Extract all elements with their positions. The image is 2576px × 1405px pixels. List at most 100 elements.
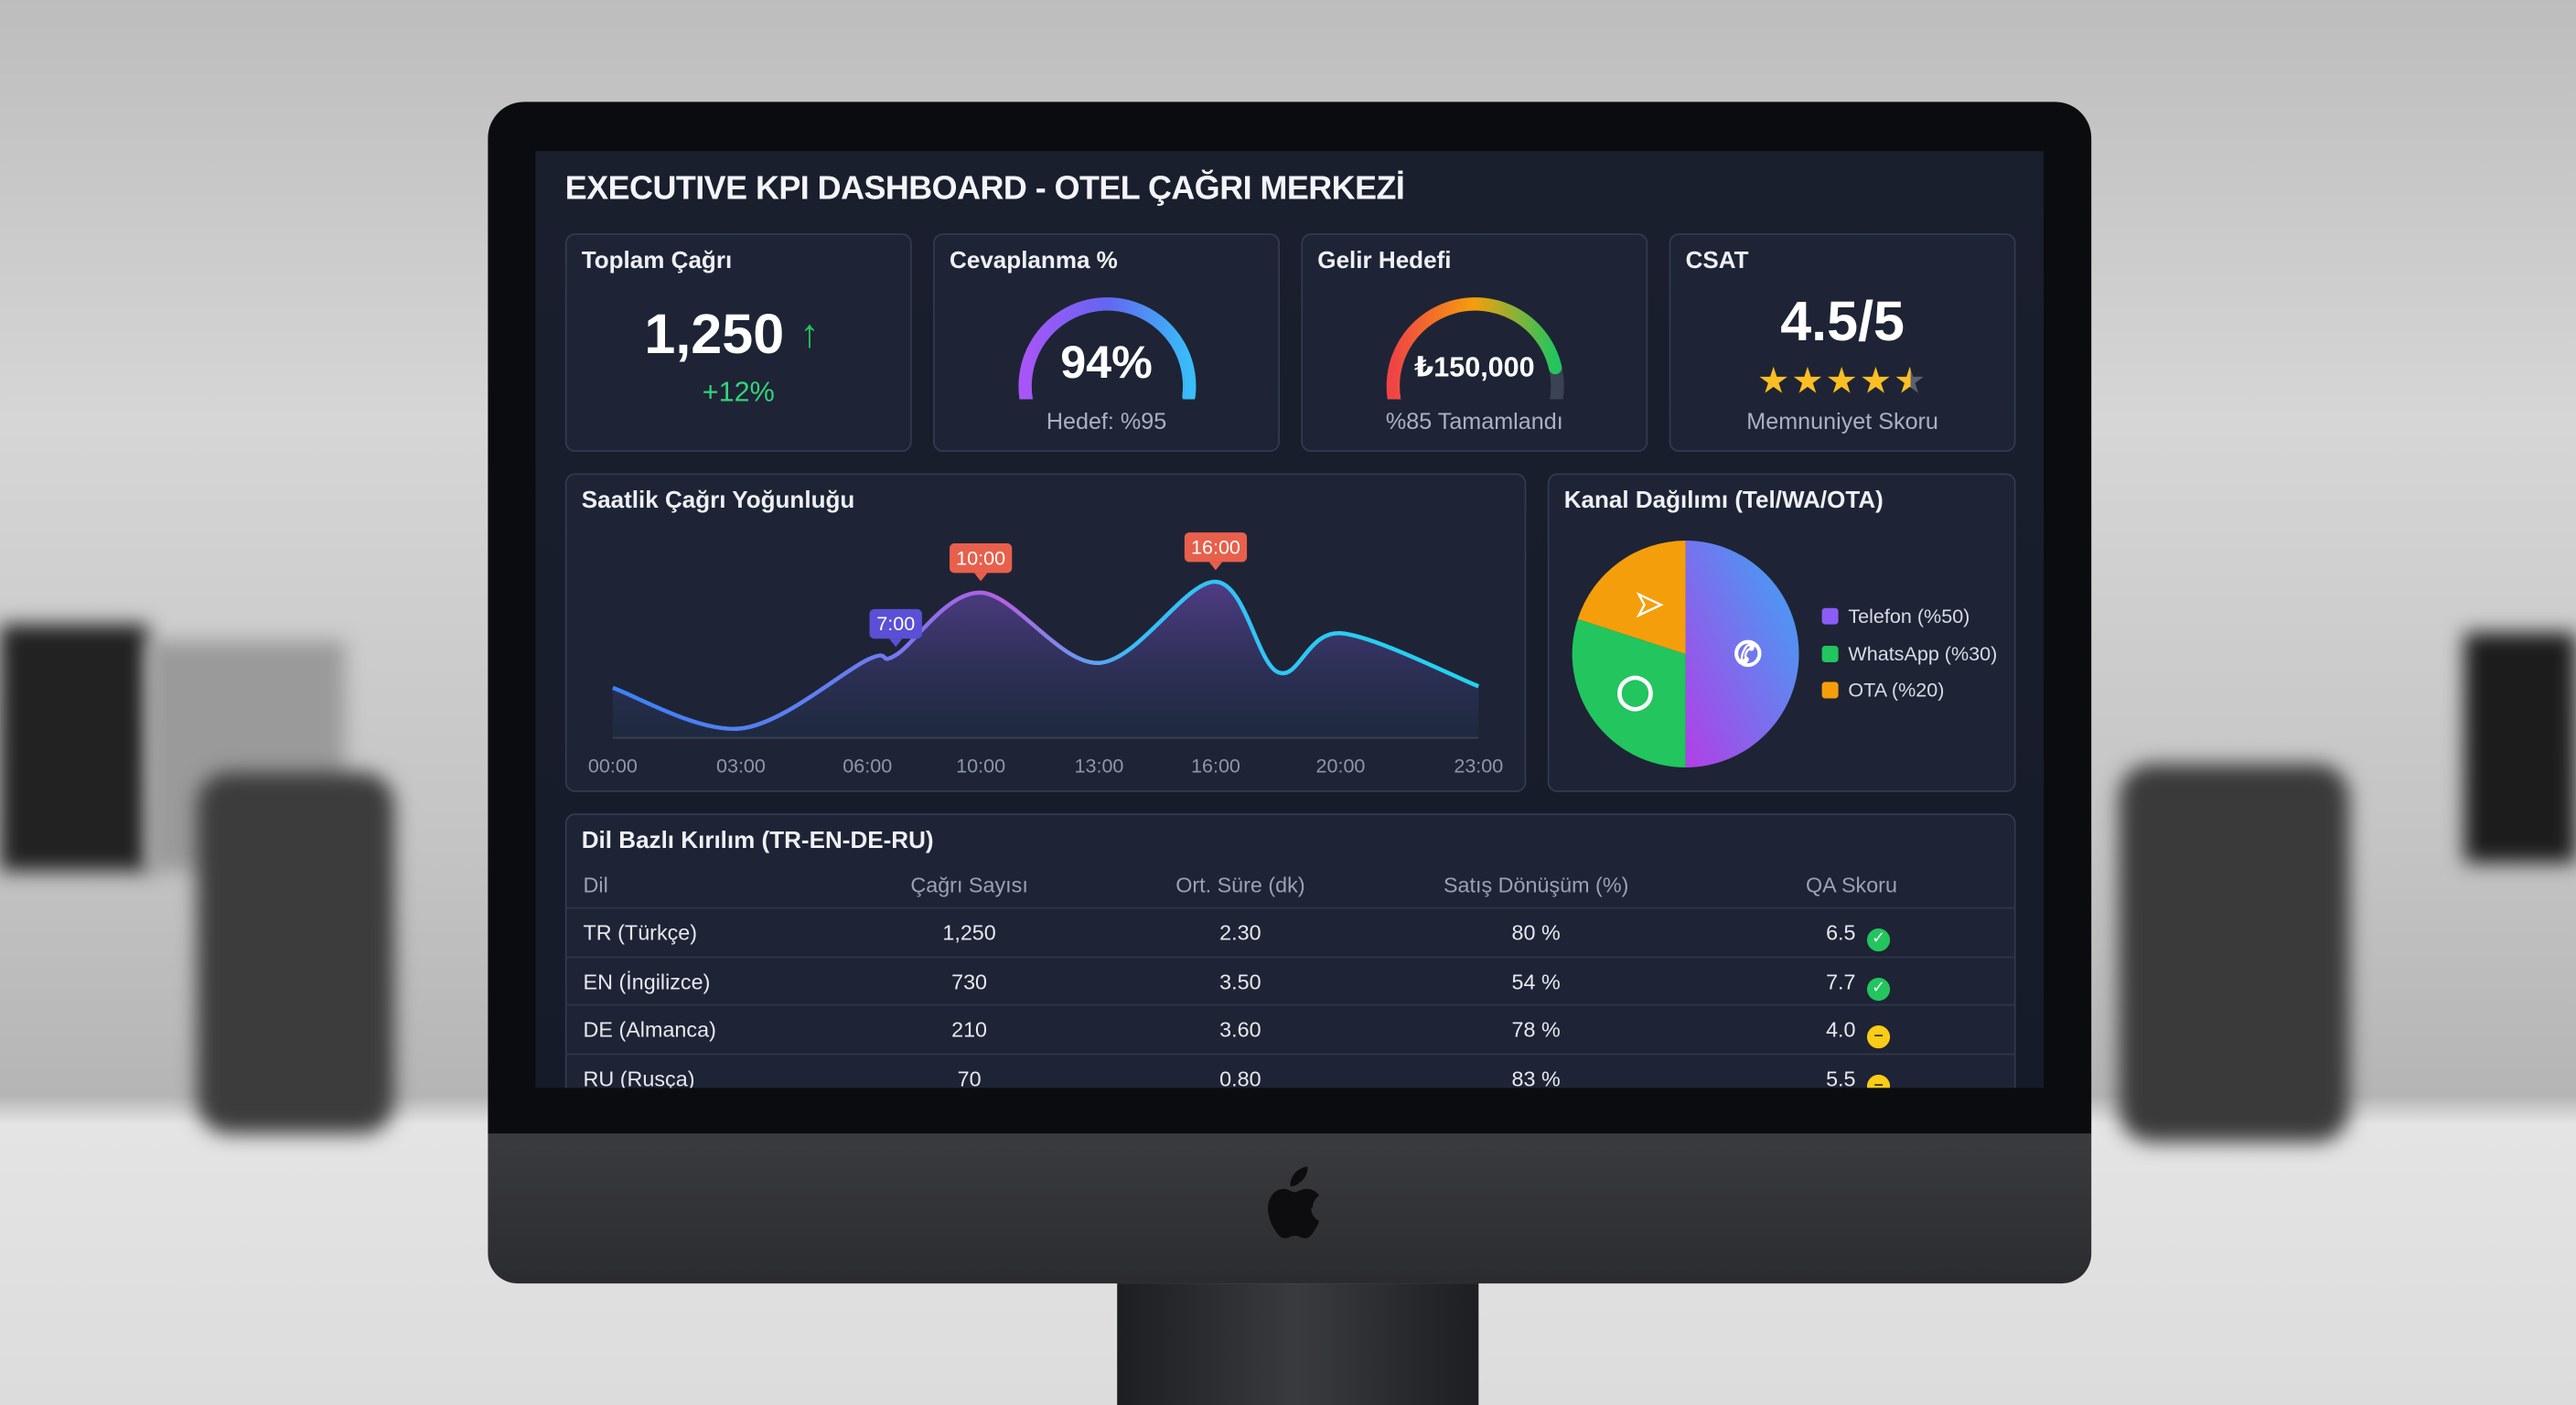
column-header: Çağrı Sayısı bbox=[910, 872, 1028, 897]
hourly-calls-chart: 00:00 03:00 06:00 10:00 13:00 16:00 20:00 23:00… bbox=[588, 532, 1503, 777]
total-calls-value: 1,250 bbox=[644, 304, 785, 367]
revenue-gauge bbox=[1386, 297, 1564, 400]
column-header: QA Skoru bbox=[1806, 872, 1897, 897]
background-chair bbox=[197, 772, 395, 1134]
cell-language: EN (İngilizce) bbox=[583, 969, 711, 993]
send-icon: ➤ bbox=[1635, 585, 1662, 622]
apple-logo-icon bbox=[1268, 1166, 1320, 1239]
target-text: Hedef: %95 bbox=[1046, 407, 1167, 434]
table-title: Dil Bazlı Kırılım (TR-EN-DE-RU) bbox=[581, 828, 934, 855]
cell-language: TR (Türkçe) bbox=[583, 920, 698, 945]
kpi-card-answer-rate: Cevaplanma % 94% Hedef: %95 bbox=[933, 233, 1281, 453]
minus-circle-icon: – bbox=[1867, 1025, 1891, 1049]
cell-avg-duration: 2.30 bbox=[1219, 920, 1261, 945]
legend-item-telefon: Telefon (%50) bbox=[1821, 605, 1970, 628]
annotation-label: 7:00 bbox=[876, 612, 915, 635]
channel-distribution-panel: Kanal Dağılımı (Tel/WA/OTA) ✆ ◯ ➤ Telefon … bbox=[1547, 473, 2016, 792]
annotation-label: 16:00 bbox=[1191, 535, 1240, 558]
star-full-icon: ★ bbox=[1859, 359, 1894, 402]
legend-swatch bbox=[1821, 646, 1839, 662]
cell-avg-duration: 3.50 bbox=[1219, 969, 1261, 993]
cell-avg-duration: 0.80 bbox=[1219, 1066, 1261, 1089]
star-full-icon: ★ bbox=[1825, 359, 1860, 402]
cell-language: DE (Almanca) bbox=[583, 1017, 716, 1042]
cell-qa-score: 5.5– bbox=[1826, 1066, 1891, 1089]
revenue-value: ₺150,000 bbox=[1414, 351, 1535, 383]
legend-swatch bbox=[1821, 681, 1839, 699]
column-header: Satış Dönüşüm (%) bbox=[1443, 872, 1629, 897]
qa-value: 7.7 bbox=[1826, 969, 1856, 993]
csat-caption: Memnuniyet Skoru bbox=[1746, 407, 1938, 434]
cell-language: RU (Rusça) bbox=[583, 1066, 695, 1089]
cell-calls: 70 bbox=[957, 1066, 982, 1089]
table-row: EN (İngilizce) 730 3.50 54 % 7.7 ✓ bbox=[566, 955, 2014, 1005]
check-circle-icon: ✓ bbox=[1867, 928, 1891, 952]
check-circle-icon: ✓ bbox=[1867, 977, 1891, 1001]
qa-value: 4.0 bbox=[1826, 1017, 1856, 1042]
answer-rate-value: 94% bbox=[1060, 337, 1153, 388]
minus-circle-icon: – bbox=[1867, 1074, 1891, 1089]
table-row: TR (Türkçe) 1,250 2.30 80 % 6.5 ✓ bbox=[566, 906, 2014, 957]
cell-conversion: 83 % bbox=[1511, 1066, 1561, 1089]
annotation-bubble bbox=[950, 543, 1013, 574]
whatsapp-icon: ◯ bbox=[1616, 672, 1653, 711]
annotation-label: 10:00 bbox=[956, 546, 1005, 569]
annotation-16:00: 16:00 bbox=[1184, 532, 1248, 571]
cell-qa-score: 7.7 ✓ bbox=[1826, 969, 1891, 1001]
channel-pie-chart: ✆ ◯ ➤ bbox=[1572, 541, 1799, 767]
pie-slice-telefon bbox=[1685, 541, 1799, 767]
csat-value: 4.5/5 bbox=[1780, 290, 1905, 354]
background-chair bbox=[2119, 764, 2350, 1142]
answer-rate-gauge bbox=[1018, 297, 1197, 400]
legend-item-ota: OTA (%20) bbox=[1821, 679, 1944, 702]
background-monitor bbox=[0, 624, 148, 872]
pie-slice-ota bbox=[1577, 541, 1686, 655]
column-header: Ort. Süre (dk) bbox=[1175, 872, 1305, 897]
x-tick-label: 23:00 bbox=[1454, 754, 1503, 777]
annotation-bubble bbox=[1184, 532, 1248, 563]
annotation-pointer bbox=[889, 638, 903, 648]
cell-conversion: 54 % bbox=[1511, 969, 1561, 993]
cell-calls: 1,250 bbox=[942, 920, 996, 945]
monitor-stand bbox=[1117, 1283, 1479, 1405]
chart-title: Saatlik Çağrı Yoğunluğu bbox=[581, 488, 855, 515]
star-rating: ★★★★★ bbox=[1670, 359, 2013, 402]
legend-swatch bbox=[1821, 607, 1839, 625]
x-tick-label: 03:00 bbox=[716, 754, 766, 777]
star-full-icon: ★ bbox=[1756, 359, 1792, 402]
pie-slice-whatsapp bbox=[1572, 618, 1686, 767]
card-title: CSAT bbox=[1685, 248, 1749, 275]
qa-value: 5.5 bbox=[1826, 1066, 1856, 1089]
star-half-icon: ★ bbox=[1893, 359, 1928, 402]
x-tick-label: 20:00 bbox=[1315, 754, 1365, 777]
chart-title: Kanal Dağılımı (Tel/WA/OTA) bbox=[1563, 488, 1884, 515]
gauge-fill bbox=[1018, 297, 1197, 400]
annotation-bubble bbox=[869, 608, 922, 639]
column-header: Dil bbox=[583, 872, 608, 897]
qa-value: 6.5 bbox=[1826, 920, 1856, 945]
legend-label: Telefon (%50) bbox=[1848, 605, 1970, 628]
cell-avg-duration: 3.60 bbox=[1219, 1017, 1261, 1042]
card-title: Cevaplanma % bbox=[950, 248, 1118, 275]
kpi-card-total-calls: Toplam Çağrı 1,250 ↑ +12% bbox=[564, 233, 912, 453]
dashboard-screen: EXECUTIVE KPI DASHBOARD - OTEL ÇAĞRI MER… bbox=[535, 151, 2045, 1089]
annotation-pointer bbox=[1208, 562, 1223, 571]
legend-label: WhatsApp (%30) bbox=[1848, 642, 1998, 666]
x-tick-label: 16:00 bbox=[1191, 754, 1240, 777]
annotation-10:00: 10:00 bbox=[950, 543, 1013, 582]
series-line bbox=[612, 579, 1480, 732]
x-tick-label: 13:00 bbox=[1075, 754, 1124, 777]
background-monitor bbox=[2463, 632, 2576, 863]
annotation-7:00: 7:00 bbox=[869, 608, 922, 648]
cell-conversion: 80 % bbox=[1511, 920, 1561, 945]
legend-item-whatsapp: WhatsApp (%30) bbox=[1821, 642, 1998, 666]
x-tick-label: 10:00 bbox=[956, 754, 1005, 777]
star-full-icon: ★ bbox=[1791, 359, 1826, 402]
page-title: EXECUTIVE KPI DASHBOARD - OTEL ÇAĞRI MER… bbox=[564, 170, 1405, 208]
gauge-fill bbox=[1386, 297, 1562, 400]
card-title: Gelir Hedefi bbox=[1317, 248, 1452, 275]
table-row: DE (Almanca) 210 3.60 78 % 4.0– bbox=[566, 1003, 2014, 1054]
hourly-calls-panel: Saatlik Çağrı Yoğunluğu 00:00 03:00 06:00 1… bbox=[564, 473, 1527, 792]
card-title: Toplam Çağrı bbox=[581, 248, 733, 275]
